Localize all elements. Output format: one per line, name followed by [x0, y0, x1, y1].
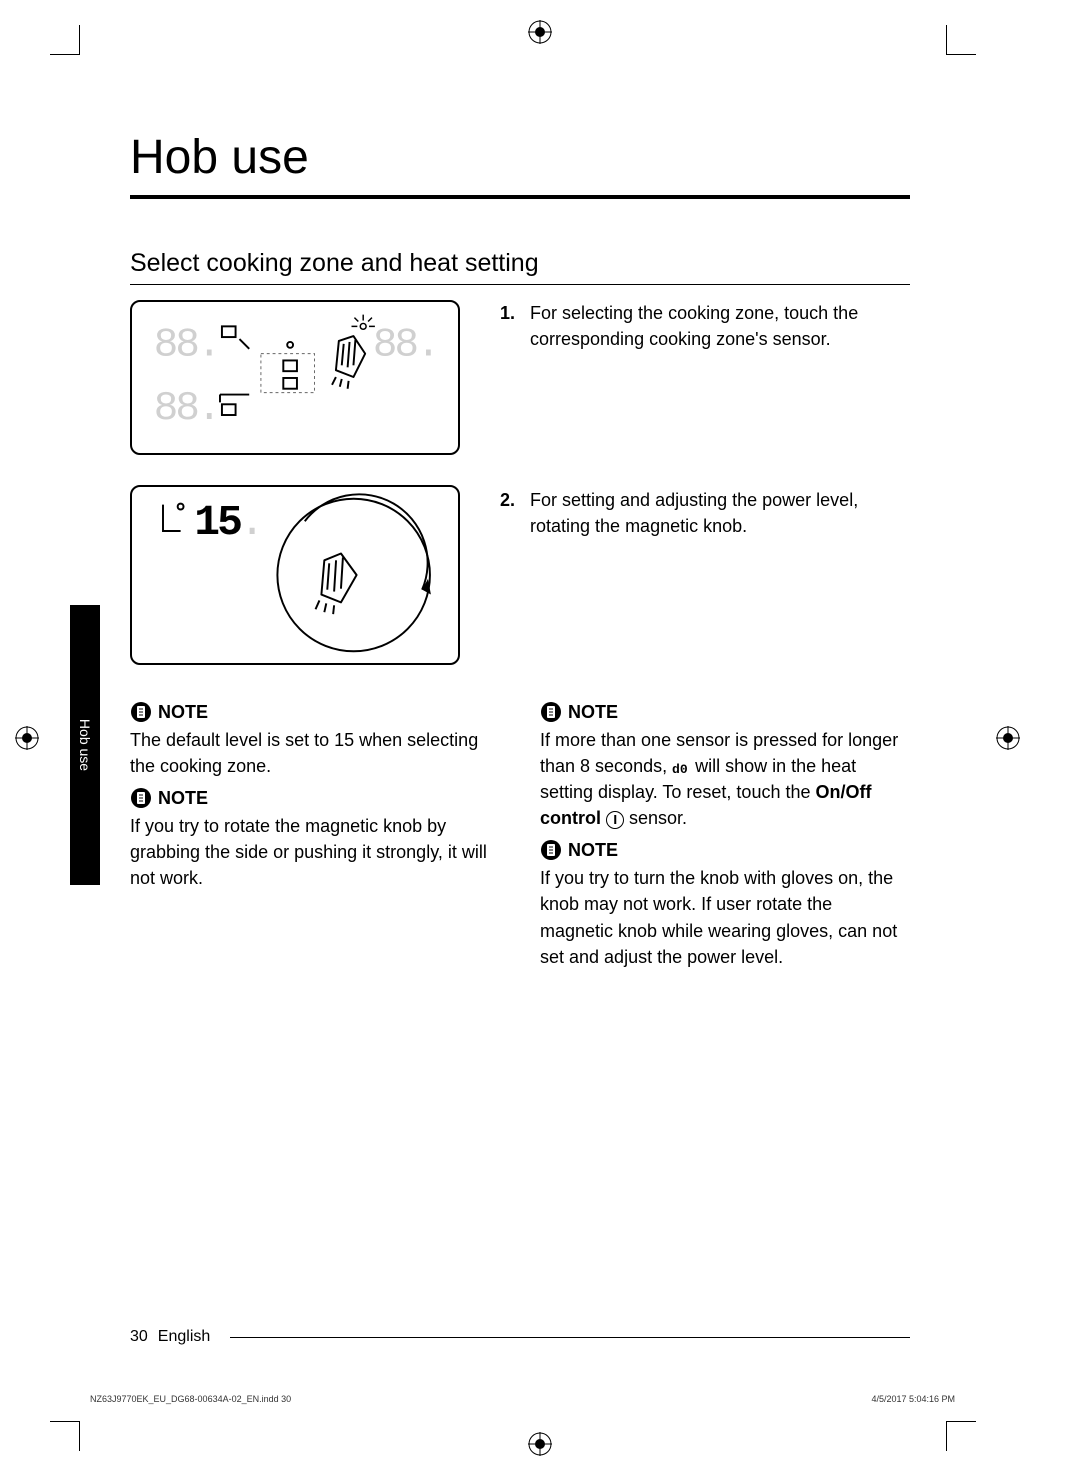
note-header: NOTE [540, 701, 910, 723]
note-text: If more than one sensor is pressed for l… [540, 727, 910, 831]
step-item: 2. For setting and adjusting the power l… [500, 487, 910, 539]
note-label: NOTE [568, 702, 618, 723]
svg-text:15: 15 [194, 498, 241, 547]
meta-filename: NZ63J9770EK_EU_DG68-00634A-02_EN.indd 30 [90, 1394, 291, 1404]
meta-timestamp: 4/5/2017 5:04:16 PM [871, 1394, 955, 1404]
footer-language: English [158, 1328, 210, 1346]
svg-text:88.: 88. [154, 386, 219, 432]
note-icon [130, 701, 152, 723]
illustration-zone-select: 88. 88. 88. [130, 300, 460, 455]
registration-mark-icon [528, 1432, 552, 1456]
note-text: If you try to turn the knob with gloves … [540, 865, 910, 969]
illustration-knob-rotate: 15 . [130, 485, 460, 665]
page-number: 30 [130, 1328, 148, 1346]
title-underline [130, 195, 910, 199]
step-text: For setting and adjusting the power leve… [530, 487, 910, 539]
note-header: NOTE [130, 787, 500, 809]
page-title: Hob use [130, 130, 910, 185]
registration-mark-icon [528, 20, 552, 44]
svg-text:88.: 88. [373, 323, 438, 369]
note-text: If you try to rotate the magnetic knob b… [130, 813, 500, 891]
note-header: NOTE [130, 701, 500, 723]
section-underline [130, 284, 910, 285]
error-code-icon: d0 [672, 758, 690, 776]
note-header: NOTE [540, 839, 910, 861]
svg-text:88.: 88. [154, 323, 219, 369]
step-number: 1. [500, 300, 520, 352]
note-icon [130, 787, 152, 809]
power-icon [606, 811, 624, 829]
side-tab-label: Hob use [77, 719, 93, 771]
registration-mark-icon [996, 726, 1020, 750]
registration-mark-icon [15, 726, 39, 750]
note-text: The default level is set to 15 when sele… [130, 727, 500, 779]
svg-text:.: . [239, 498, 262, 547]
section-title: Select cooking zone and heat setting [130, 249, 910, 278]
step-text: For selecting the cooking zone, touch th… [530, 300, 910, 352]
note-label: NOTE [568, 840, 618, 861]
note-label: NOTE [158, 702, 208, 723]
step-number: 2. [500, 487, 520, 539]
note-label: NOTE [158, 788, 208, 809]
note-icon [540, 839, 562, 861]
step-item: 1. For selecting the cooking zone, touch… [500, 300, 910, 352]
note-icon [540, 701, 562, 723]
side-tab: Hob use [70, 605, 100, 885]
page-footer: 30 English [130, 1328, 910, 1346]
svg-text:d0: d0 [672, 762, 688, 777]
meta-footer: NZ63J9770EK_EU_DG68-00634A-02_EN.indd 30… [90, 1394, 955, 1404]
